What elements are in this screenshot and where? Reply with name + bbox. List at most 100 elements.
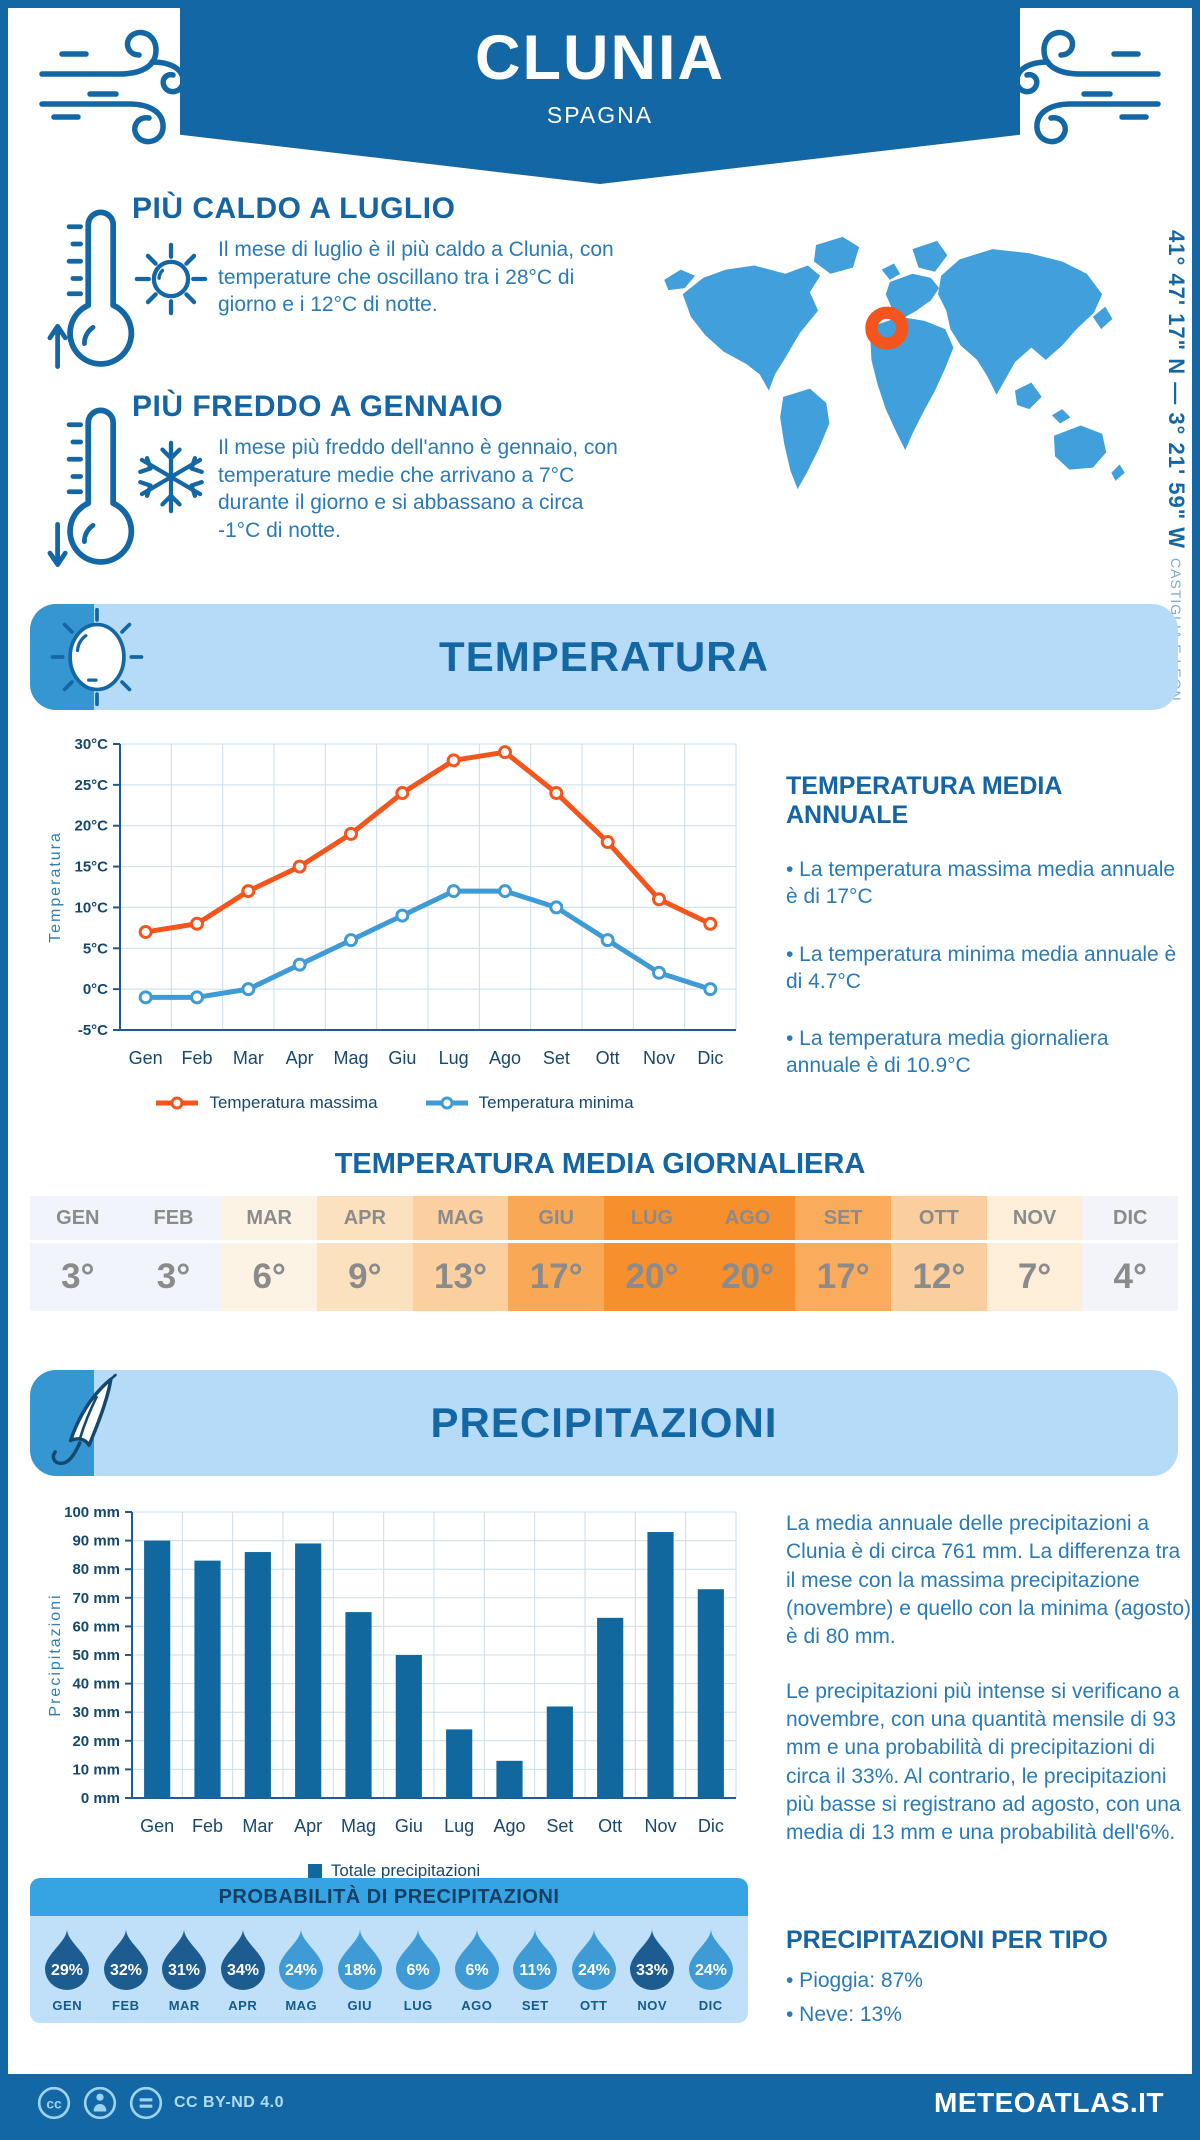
probability-month-label: DIC: [698, 1998, 723, 2013]
legend-item: Temperatura minima: [424, 1093, 634, 1113]
probability-month-label: MAR: [168, 1998, 200, 2013]
legend-label: Temperatura massima: [209, 1093, 378, 1112]
legend-item: Totale precipitazioni: [307, 1861, 480, 1881]
daily-temperature-title: TEMPERATURA MEDIA GIORNALIERA: [334, 1148, 866, 1180]
precipitation-types-panel: PRECIPITAZIONI PER TIPO • Pioggia: 87% • …: [786, 1926, 1190, 2037]
highlight-hot-title: PIÙ CALDO A LUGLIO: [132, 192, 456, 225]
thermometer-down-icon: [47, 407, 135, 567]
svg-text:Lug: Lug: [444, 1816, 474, 1836]
raindrop-icon: 24%: [279, 1929, 324, 1990]
svg-text:6%: 6%: [407, 1962, 430, 1979]
table-month-name: LUG: [604, 1196, 700, 1240]
svg-text:24%: 24%: [285, 1962, 317, 1979]
wind-icon: [39, 29, 186, 145]
table-month-value: 12°: [891, 1243, 987, 1311]
svg-text:25°C: 25°C: [74, 777, 108, 794]
svg-text:Nov: Nov: [644, 1816, 676, 1836]
probability-drop: 32% FEB: [97, 1928, 156, 2013]
world-map: [664, 236, 1125, 490]
svg-text:Ott: Ott: [598, 1816, 622, 1836]
raindrop-icon: 33%: [630, 1929, 675, 1990]
table-month-name: APR: [317, 1196, 413, 1240]
svg-text:Dic: Dic: [698, 1816, 724, 1836]
brand-text: METEOATLAS.IT: [934, 2087, 1164, 2118]
svg-text:11%: 11%: [520, 1962, 551, 1979]
table-month-name: MAG: [412, 1196, 509, 1240]
svg-text:Giu: Giu: [388, 1048, 416, 1068]
probability-month-label: SET: [521, 1998, 549, 2013]
precipitation-paragraph: Le precipitazioni più intense si verific…: [786, 1679, 1181, 1845]
annual-temperature-bullets: • La temperatura massima media annuale è…: [786, 856, 1188, 1080]
precipitation-banner: PRECIPITAZIONI: [30, 1370, 1178, 1476]
svg-text:20°C: 20°C: [74, 818, 108, 835]
legend-marker: [156, 1096, 199, 1110]
raindrop-icon: 31%: [162, 1929, 207, 1990]
table-month-value: 4°: [1082, 1243, 1179, 1311]
svg-text:20 mm: 20 mm: [72, 1733, 120, 1750]
svg-text:24%: 24%: [695, 1962, 727, 1979]
table-month-value: 17°: [508, 1243, 605, 1311]
svg-text:cc: cc: [46, 2096, 62, 2111]
probability-drop: 31% MAR: [155, 1928, 214, 2013]
svg-text:Mar: Mar: [233, 1048, 264, 1068]
license-text: CC BY-ND 4.0: [174, 2094, 285, 2111]
raindrop-icon: 29%: [45, 1929, 90, 1990]
table-month-name: NOV: [986, 1196, 1083, 1240]
svg-text:31%: 31%: [168, 1962, 200, 1979]
probability-month-label: APR: [228, 1998, 258, 2013]
legend-marker: [425, 1096, 468, 1110]
probability-drop: 24% MAG: [272, 1928, 331, 2013]
temperature-chart: -5°C 0°C 5°C 10°C 15°C 20°C 25°C 30°C Gen Feb Mar A…: [47, 736, 737, 1068]
table-month-name: OTT: [891, 1196, 987, 1240]
precipitation-text-panel: La media annuale delle precipitazioni a …: [786, 1510, 1192, 1874]
cc-nd-icon: [129, 2086, 163, 2120]
svg-text:Gen: Gen: [129, 1048, 163, 1068]
table-month-column: LUG 20°: [604, 1196, 700, 1311]
svg-text:Apr: Apr: [286, 1048, 314, 1068]
probability-drops: 29% GEN 32% FEB 31% MAR 34% APR 24% MAG 18% GIU 6% LU…: [30, 1916, 748, 2023]
probability-title: PROBABILITÀ DI PRECIPITAZIONI: [30, 1878, 748, 1916]
svg-text:Temperatura: Temperatura: [47, 831, 64, 943]
thermometer-up-icon: [47, 209, 135, 369]
probability-month-label: NOV: [637, 1998, 668, 2013]
svg-text:Mag: Mag: [333, 1048, 368, 1068]
table-month-name: GIU: [508, 1196, 605, 1240]
highlight-hot: PIÙ CALDO A LUGLIO Il mese di luglio è i…: [32, 192, 652, 369]
svg-text:30 mm: 30 mm: [72, 1704, 120, 1721]
svg-text:32%: 32%: [110, 1962, 142, 1979]
probability-month-label: OTT: [580, 1998, 608, 2013]
raindrop-icon: 32%: [103, 1929, 148, 1990]
temperature-chart-block: -5°C 0°C 5°C 10°C 15°C 20°C 25°C 30°C Gen Feb Mar A…: [44, 730, 744, 1113]
annual-temperature-panel: TEMPERATURA MEDIA ANNUALE • La temperatu…: [786, 772, 1188, 1110]
cc-icons: cc: [36, 2085, 164, 2121]
raindrop-icon: 18%: [337, 1929, 382, 1990]
precipitation-chart: 0 mm 10 mm 20 mm 30 mm 40 mm 50 mm 60 mm 70 mm 8…: [47, 1504, 737, 1836]
table-month-column: DIC 4°: [1082, 1196, 1179, 1311]
table-month-value: 3°: [125, 1243, 222, 1311]
table-month-column: GEN 3°: [30, 1196, 126, 1311]
precipitation-paragraph: La media annuale delle precipitazioni a …: [786, 1512, 1192, 1649]
wind-icon: [1014, 29, 1161, 145]
probability-drop: 6% LUG: [389, 1928, 448, 2013]
svg-text:Dic: Dic: [697, 1048, 723, 1068]
table-month-value: 20°: [604, 1243, 700, 1311]
table-month-column: FEB 3°: [125, 1196, 222, 1311]
svg-text:60 mm: 60 mm: [72, 1618, 120, 1635]
svg-text:33%: 33%: [636, 1962, 668, 1979]
probability-month-label: LUG: [403, 1998, 433, 2013]
annual-temperature-bullet: • La temperatura media giornaliera annua…: [786, 1027, 1109, 1078]
page-title: CLUNIA: [475, 23, 725, 93]
svg-text:100 mm: 100 mm: [64, 1504, 120, 1521]
coordinates-block: 41° 47' 17" N — 3° 21' 59" W CASTIGLIA E…: [1164, 230, 1189, 701]
raindrop-icon: 24%: [571, 1929, 616, 1990]
raindrop-icon: 11%: [513, 1929, 558, 1990]
temperature-banner-title: TEMPERATURA: [439, 633, 769, 680]
table-month-value: 3°: [30, 1243, 126, 1311]
svg-text:18%: 18%: [344, 1962, 376, 1979]
precipitation-chart-block: 0 mm 10 mm 20 mm 30 mm 40 mm 50 mm 60 mm 70 mm 8…: [44, 1498, 744, 1881]
svg-text:Precipitazioni: Precipitazioni: [47, 1593, 64, 1716]
daily-temperature-table: GEN 3° FEB 3° MAR 6° APR 9° MAG 13° GIU 17° LUG 20° AG…: [30, 1196, 1179, 1311]
svg-text:Feb: Feb: [192, 1816, 223, 1836]
svg-text:Mar: Mar: [242, 1816, 273, 1836]
